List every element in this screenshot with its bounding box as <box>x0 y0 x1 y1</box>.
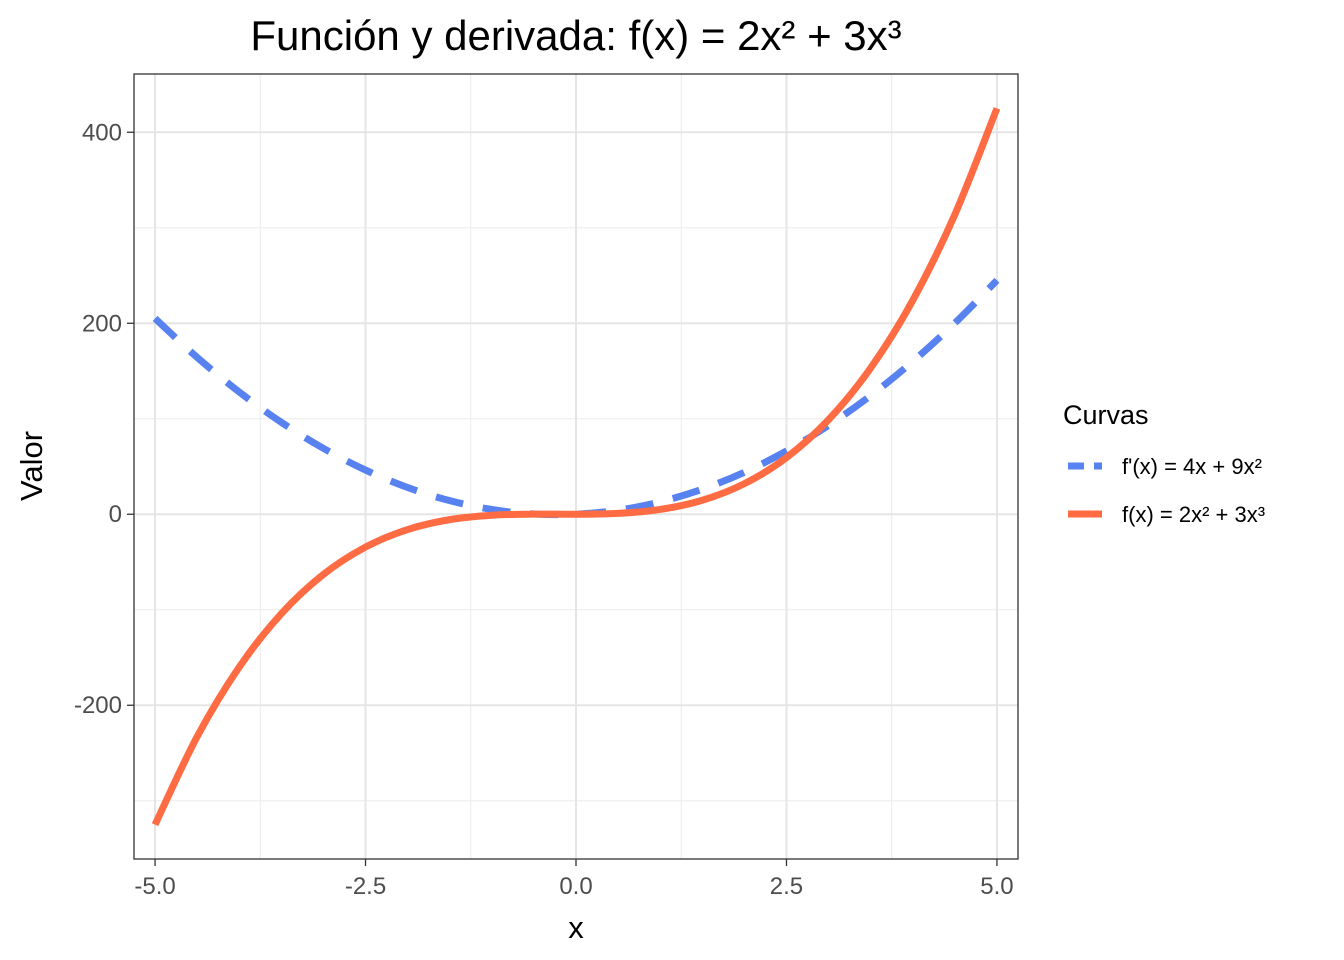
legend: Curvas f'(x) = 4x + 9x² f(x) = 2x² + 3x³ <box>1063 400 1265 527</box>
y-axis-title: Valor <box>14 431 49 501</box>
legend-title: Curvas <box>1063 400 1149 430</box>
x-axis-title: x <box>568 910 584 945</box>
x-tick-label: 2.5 <box>770 873 803 900</box>
legend-label-function: f(x) = 2x² + 3x³ <box>1122 502 1265 527</box>
chart-title: Función y derivada: f(x) = 2x² + 3x³ <box>250 12 901 59</box>
x-tick-label: 0.0 <box>559 873 592 900</box>
legend-items: f'(x) = 4x + 9x² f(x) = 2x² + 3x³ <box>1068 454 1265 527</box>
y-tick-label: 400 <box>82 119 122 146</box>
x-tick-label: -2.5 <box>345 873 386 900</box>
y-tick-label: 200 <box>82 310 122 337</box>
y-axis: -200 0 200 400 <box>74 119 134 719</box>
y-tick-label: -200 <box>74 692 122 719</box>
y-tick-label: 0 <box>109 501 122 528</box>
x-tick-label: -5.0 <box>134 873 175 900</box>
x-tick-label: 5.0 <box>980 873 1013 900</box>
major-gridlines <box>134 74 1018 859</box>
x-axis: -5.0 -2.5 0.0 2.5 5.0 <box>134 859 1014 900</box>
series-line-derivative <box>152 277 1000 519</box>
series-line-function <box>151 107 1001 827</box>
series-layer <box>151 107 1001 827</box>
legend-label-derivative: f'(x) = 4x + 9x² <box>1122 454 1262 479</box>
